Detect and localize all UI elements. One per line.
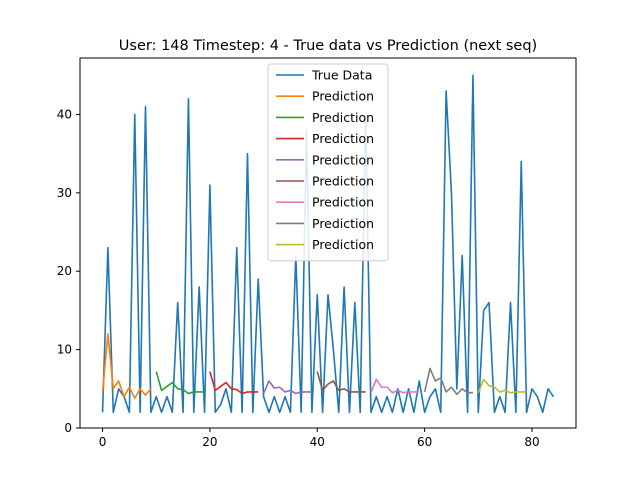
chart-title: User: 148 Timestep: 4 - True data vs Pre… — [119, 38, 537, 54]
legend-label: Prediction — [312, 110, 374, 125]
axes-frame — [79, 57, 577, 429]
prediction-line-8 — [477, 378, 527, 394]
true-data-line — [101, 74, 555, 414]
legend-label: Prediction — [312, 237, 374, 252]
legend-label: Prediction — [312, 195, 374, 210]
y-tick-label: 0 — [64, 421, 72, 435]
prediction-line-2 — [155, 371, 205, 395]
x-tick-label: 40 — [310, 435, 325, 449]
legend-label: Prediction — [312, 174, 374, 189]
prediction-line-5 — [316, 371, 366, 393]
x-axis: 0 20 40 60 80 — [99, 428, 540, 449]
prediction-line-7 — [423, 367, 473, 396]
prediction-line-3 — [209, 371, 259, 395]
legend-label: Prediction — [312, 89, 374, 104]
legend-box — [267, 63, 389, 262]
series-group — [101, 74, 555, 414]
y-tick-label: 30 — [57, 186, 72, 200]
x-tick-label: 0 — [99, 435, 107, 449]
y-tick-label: 10 — [57, 343, 72, 357]
x-tick-label: 20 — [202, 435, 217, 449]
legend-label: Prediction — [312, 131, 374, 146]
prediction-line-4 — [262, 380, 312, 395]
x-tick-label: 60 — [417, 435, 432, 449]
y-axis: 0 10 20 30 40 — [57, 107, 80, 435]
prediction-line-6 — [370, 378, 420, 394]
y-tick-label: 20 — [57, 264, 72, 278]
prediction-line-1 — [101, 333, 152, 400]
plot-area — [101, 74, 555, 414]
legend-label: Prediction — [312, 216, 374, 231]
x-tick-label: 80 — [524, 435, 539, 449]
legend-label: True Data — [311, 68, 372, 83]
legend-label: Prediction — [312, 152, 374, 167]
y-tick-label: 40 — [57, 107, 72, 121]
legend: True Data Prediction Prediction Prediction P… — [267, 63, 389, 262]
